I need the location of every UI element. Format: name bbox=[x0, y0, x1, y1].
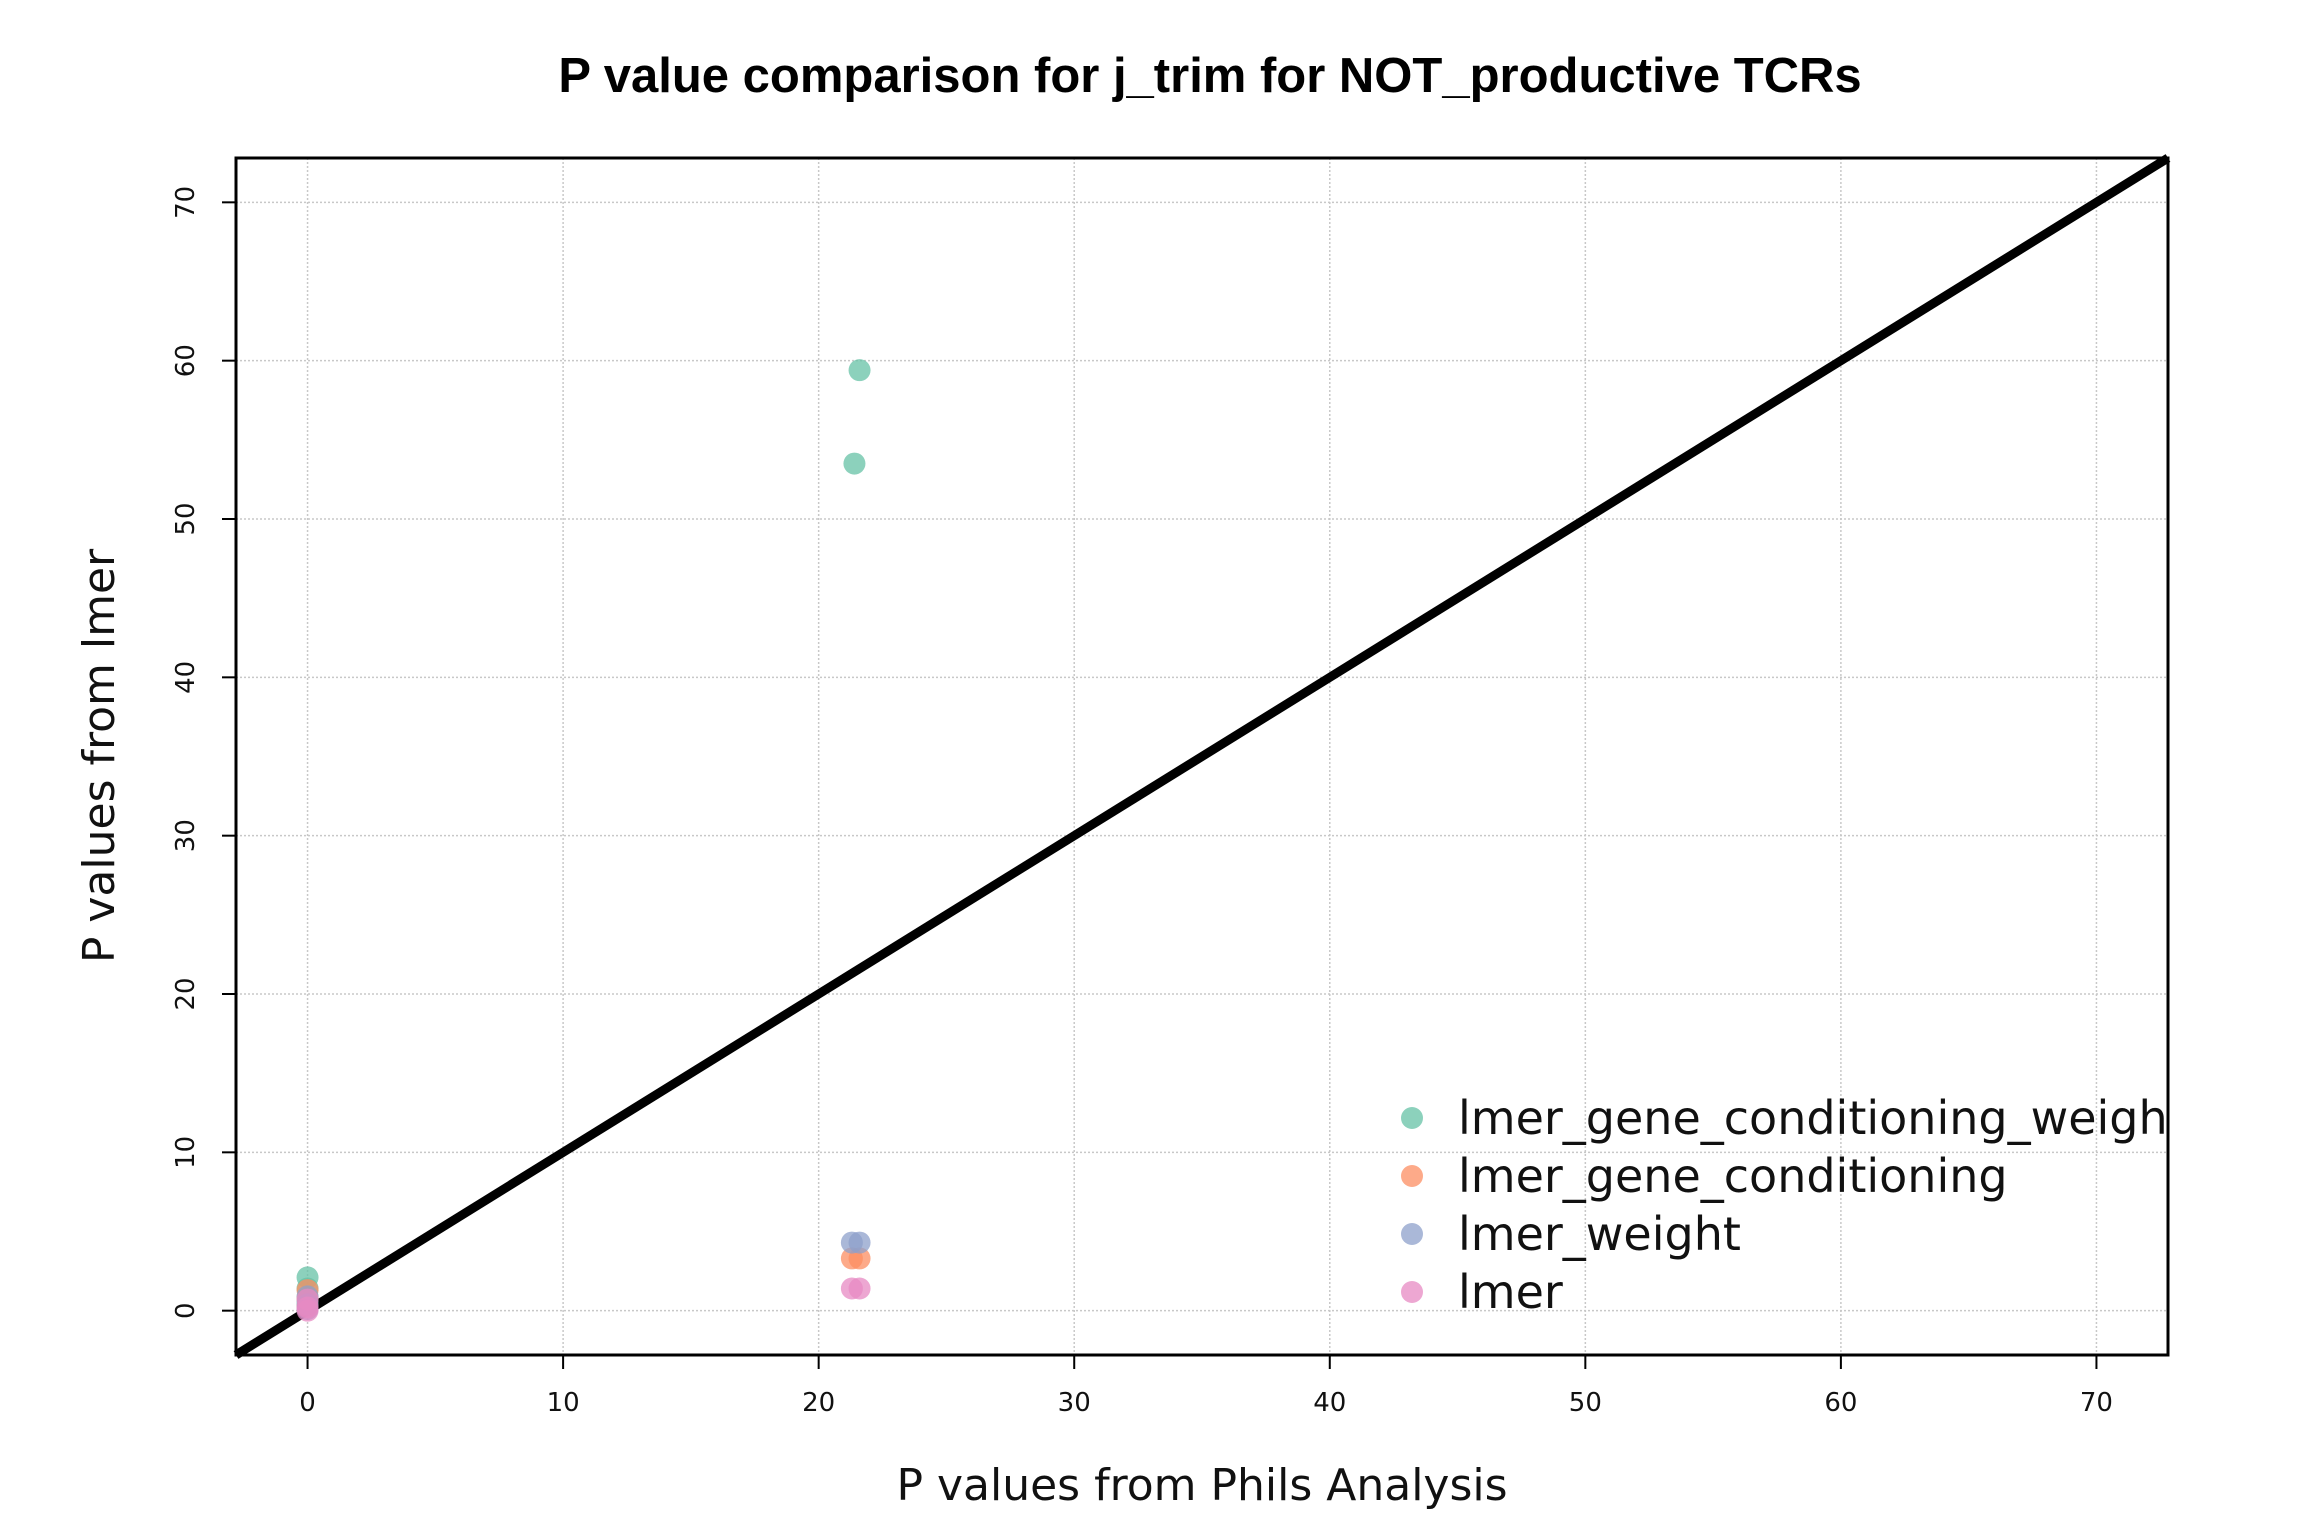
x-tick-label: 70 bbox=[2080, 1388, 2113, 1418]
legend-marker bbox=[1401, 1281, 1423, 1303]
data-point-series-0 bbox=[843, 452, 866, 475]
y-tick-label: 40 bbox=[171, 661, 201, 694]
grid bbox=[236, 158, 2168, 1355]
legend-label: lmer_gene_conditioning bbox=[1458, 1149, 2008, 1203]
x-tick-label: 60 bbox=[1824, 1388, 1857, 1418]
x-axis-title: P values from Phils Analysis bbox=[896, 1460, 1507, 1511]
legend-label: lmer bbox=[1458, 1265, 1563, 1319]
x-tick-label: 50 bbox=[1569, 1388, 1602, 1418]
y-tick-label: 50 bbox=[171, 502, 201, 535]
y-axis-title: P values from lmer bbox=[74, 548, 125, 963]
y-tick-label: 70 bbox=[171, 186, 201, 219]
y-tick-label: 30 bbox=[171, 819, 201, 852]
identity-line bbox=[233, 154, 2171, 1359]
legend-label: lmer_weight bbox=[1458, 1207, 1741, 1261]
y-tick-label: 10 bbox=[171, 1136, 201, 1169]
data-point-series-0 bbox=[848, 359, 871, 382]
x-tick-label: 0 bbox=[299, 1388, 316, 1418]
legend-marker bbox=[1401, 1165, 1423, 1187]
legend-marker bbox=[1401, 1107, 1423, 1129]
legend-label: lmer_gene_conditioning_weight bbox=[1458, 1091, 2186, 1145]
data-points bbox=[296, 359, 871, 1322]
x-axis: 0 10 20 30 40 50 60 70 bbox=[299, 1355, 2113, 1418]
data-point-series-3 bbox=[848, 1277, 871, 1300]
data-point-series-3 bbox=[296, 1299, 319, 1322]
chart-title: P value comparison for j_trim for NOT_pr… bbox=[558, 49, 1861, 103]
reference-line-layer bbox=[233, 154, 2171, 1359]
y-tick-label: 20 bbox=[171, 977, 201, 1010]
y-axis: 0 10 20 30 40 50 60 70 bbox=[171, 186, 236, 1319]
y-tick-label: 0 bbox=[171, 1302, 201, 1319]
data-point-series-2 bbox=[848, 1231, 871, 1254]
plot-frame bbox=[234, 156, 2170, 1357]
x-tick-label: 10 bbox=[547, 1388, 580, 1418]
x-tick-label: 30 bbox=[1058, 1388, 1091, 1418]
legend: lmer_gene_conditioning_weightlmer_gene_c… bbox=[1401, 1091, 2186, 1319]
legend-marker bbox=[1401, 1223, 1423, 1245]
x-tick-label: 40 bbox=[1313, 1388, 1346, 1418]
x-tick-label: 20 bbox=[802, 1388, 835, 1418]
y-tick-label: 60 bbox=[171, 344, 201, 377]
